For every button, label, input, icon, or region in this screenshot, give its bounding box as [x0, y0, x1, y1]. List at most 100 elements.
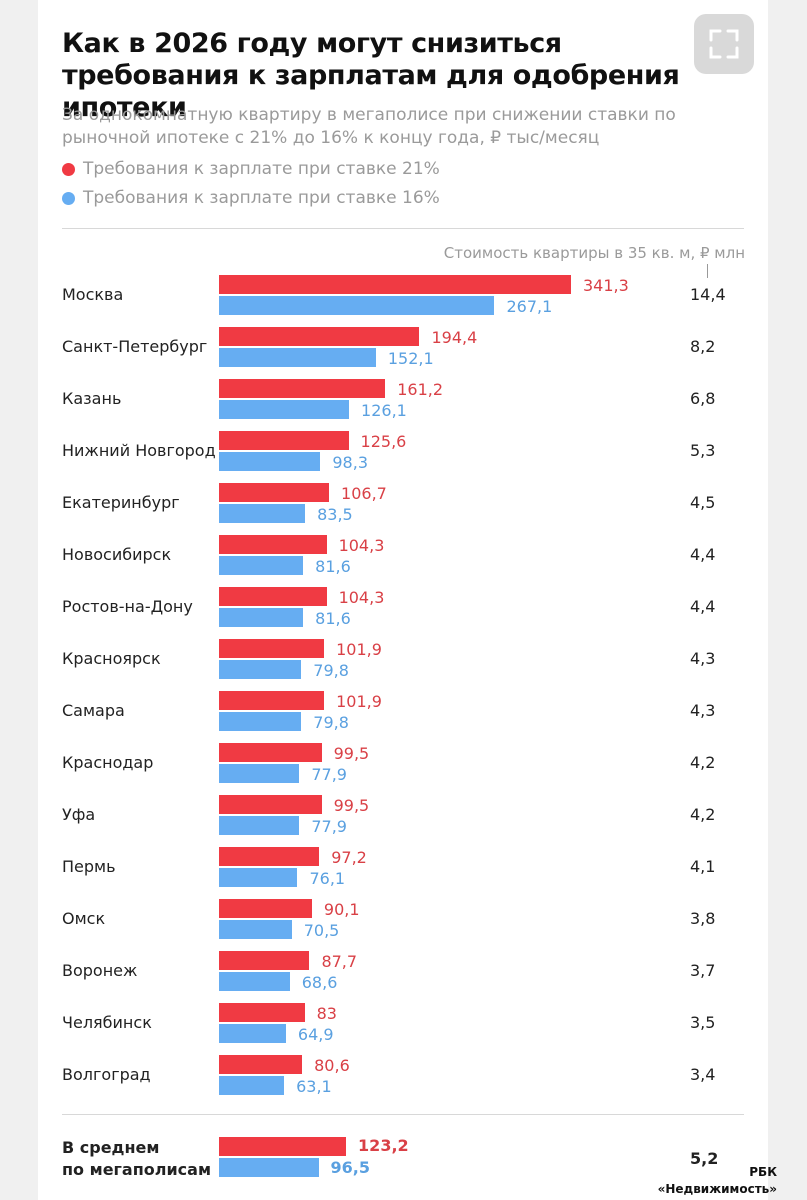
bar-21	[219, 483, 330, 502]
average-cost: 5,2	[690, 1149, 719, 1168]
city-label: Омск	[62, 909, 106, 928]
source-line1: РБК	[749, 1165, 777, 1179]
apartment-cost-value: 3,7	[690, 961, 716, 980]
expand-button[interactable]	[694, 14, 754, 74]
value-label-21: 101,9	[336, 640, 382, 659]
bar-16	[219, 1076, 285, 1095]
apartment-cost-value: 14,4	[690, 285, 726, 304]
value-label-16: 79,8	[313, 661, 349, 680]
average-label-line1: В среднем	[62, 1138, 160, 1157]
value-label-21: 194,4	[431, 328, 478, 347]
bar-16	[219, 556, 304, 575]
legend-blue-dot-icon	[62, 191, 75, 205]
bar-16	[219, 764, 300, 783]
city-label: Ростов-на-Дону	[62, 597, 193, 616]
source-credit: РБК «Недвижимость»	[658, 1164, 777, 1198]
value-label-21: 106,7	[341, 484, 387, 503]
average-bar-16	[219, 1158, 319, 1177]
average-value-21: 123,2	[358, 1136, 409, 1155]
bar-21	[219, 327, 420, 346]
value-label-16: 267,1	[506, 297, 553, 316]
legend-item-21: Требования к зарплате при ставке 21%	[62, 159, 440, 179]
value-label-21: 161,2	[397, 380, 444, 399]
value-label-16: 77,9	[311, 817, 347, 836]
bar-16	[219, 400, 350, 419]
city-label: Воронеж	[62, 961, 138, 980]
bar-21	[219, 639, 325, 658]
bar-16	[219, 608, 304, 627]
apartment-cost-value: 6,8	[690, 389, 716, 408]
bar-21	[219, 951, 310, 970]
bar-16	[219, 816, 300, 835]
city-label: Екатеринбург	[62, 493, 180, 512]
value-label-21: 90,1	[323, 900, 360, 919]
value-label-16: 77,9	[311, 765, 347, 784]
bar-21	[219, 743, 322, 762]
bar-16	[219, 1024, 286, 1043]
value-label-21: 341,3	[583, 276, 629, 295]
value-label-21: 99,5	[333, 744, 370, 763]
apartment-cost-value: 4,4	[690, 545, 716, 564]
bar-21	[219, 379, 386, 398]
city-label: Москва	[62, 285, 124, 304]
average-label: В среднем по мегаполисам	[62, 1137, 211, 1181]
bar-21	[219, 275, 571, 294]
legend-label-21: Требования к зарплате при ставке 21%	[83, 159, 440, 179]
apartment-cost-value: 4,4	[690, 597, 716, 616]
divider-average	[62, 1114, 744, 1115]
apartment-cost-value: 4,2	[690, 753, 716, 772]
value-label-16: 68,6	[301, 973, 338, 992]
bar-16	[219, 452, 321, 471]
bar-21	[219, 535, 327, 554]
apartment-cost-value: 3,5	[690, 1013, 716, 1032]
value-label-21: 104,3	[338, 536, 385, 555]
cost-header-tick	[707, 264, 708, 278]
city-label: Краснодар	[62, 753, 154, 772]
value-label-16: 98,3	[332, 453, 368, 472]
city-label: Пермь	[62, 857, 116, 876]
bar-16	[219, 868, 298, 887]
chart-subtitle: За однокомнатную квартиру в мегаполисе п…	[62, 105, 676, 148]
city-label: Нижний Новгород	[62, 441, 216, 460]
value-label-21: 97,2	[331, 848, 367, 867]
average-bar-21	[219, 1137, 347, 1156]
apartment-cost-value: 4,3	[690, 701, 716, 720]
city-label: Волгоград	[62, 1065, 151, 1084]
value-label-21: 99,5	[333, 796, 370, 815]
value-label-21: 125,6	[360, 432, 407, 451]
value-label-21: 101,9	[336, 692, 382, 711]
city-label: Новосибирск	[62, 545, 172, 564]
value-label-21: 87,7	[321, 952, 358, 971]
apartment-cost-value: 4,3	[690, 649, 716, 668]
value-label-16: 126,1	[361, 401, 407, 420]
bar-21	[219, 1055, 303, 1074]
apartment-cost-value: 4,1	[690, 857, 716, 876]
legend-red-dot-icon	[62, 162, 75, 176]
value-label-16: 64,9	[297, 1025, 334, 1044]
value-label-16: 83,5	[317, 505, 353, 524]
apartment-cost-value: 4,2	[690, 805, 716, 824]
value-label-16: 63,1	[296, 1077, 332, 1096]
value-label-21: 83	[316, 1004, 337, 1023]
city-label: Казань	[62, 389, 122, 408]
bar-21	[219, 847, 320, 866]
city-label: Красноярск	[62, 649, 161, 668]
bar-21	[219, 431, 349, 450]
value-label-21: 104,3	[338, 588, 385, 607]
city-label: Уфа	[62, 805, 96, 824]
chart-title: Как в 2026 году могут снизиться требован…	[62, 28, 680, 123]
chart-card	[38, 0, 768, 1200]
value-label-16: 152,1	[387, 349, 434, 368]
apartment-cost-value: 3,4	[690, 1065, 716, 1084]
value-label-16: 81,6	[315, 557, 351, 576]
legend-label-16: Требования к зарплате при ставке 16%	[83, 188, 440, 208]
legend-item-16: Требования к зарплате при ставке 16%	[62, 188, 440, 208]
bar-21	[219, 691, 325, 710]
apartment-cost-value: 5,3	[690, 441, 716, 460]
bar-21	[219, 899, 312, 918]
bar-16	[219, 712, 302, 731]
apartment-cost-value: 4,5	[690, 493, 716, 512]
bar-16	[219, 348, 376, 367]
value-label-16: 79,8	[313, 713, 349, 732]
apartment-cost-value: 3,8	[690, 909, 716, 928]
